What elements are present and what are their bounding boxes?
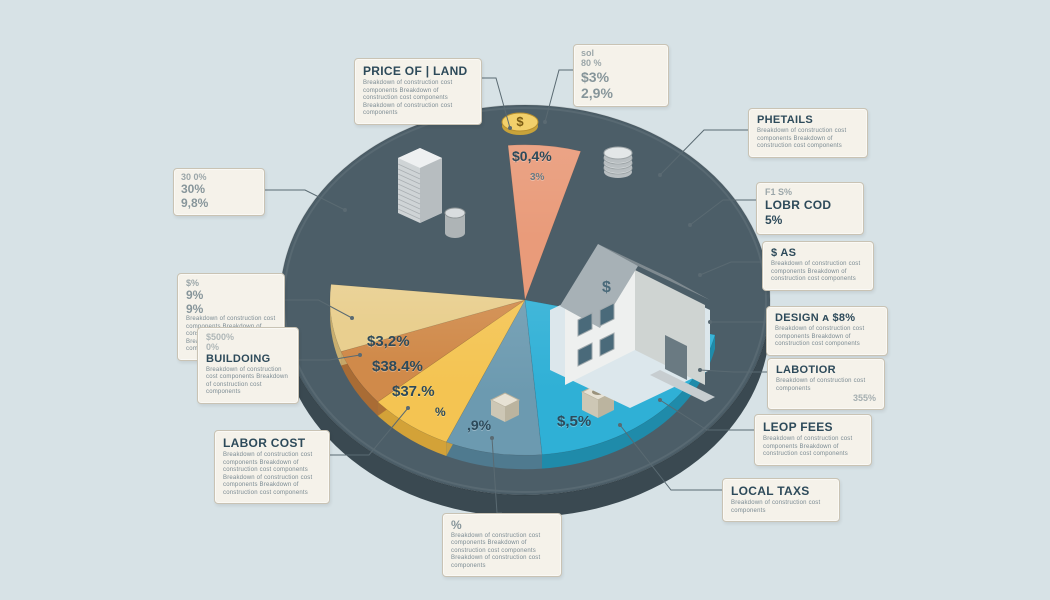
- callout-labotior: LABOTIOR Breakdown of construction cost c…: [767, 358, 885, 410]
- callout-labor-cost: LABOR COST Breakdown of construction cost…: [214, 430, 330, 504]
- slice-value-label: ,9%: [467, 417, 491, 433]
- slice-value-label: 3%: [530, 172, 544, 183]
- callout-title: DESIGN ᴀ $8%: [775, 312, 879, 324]
- callout-desc: Breakdown of construction cost component…: [771, 261, 865, 284]
- callout-title: $ AS: [771, 247, 865, 259]
- callout-bottom: %Breakdown of construction cost componen…: [442, 513, 562, 577]
- callout-desc: Breakdown of construction cost component…: [757, 128, 859, 151]
- svg-text:$: $: [602, 279, 611, 296]
- callout-desc: Breakdown of construction cost component…: [763, 436, 863, 459]
- callout-design: DESIGN ᴀ $8% Breakdown of construction co…: [766, 306, 888, 356]
- callout-title: LOBR COD: [765, 198, 855, 212]
- callout-title: LABOR COST: [223, 436, 321, 450]
- callout-title: LEOP FEES: [763, 420, 863, 434]
- callout-desc: Breakdown of construction cost component…: [775, 326, 879, 349]
- slice-value-label: $3,2%: [367, 333, 410, 350]
- pie-infographic: $$: [0, 0, 1050, 600]
- slice-value-label: $0,4%: [512, 148, 552, 164]
- slice-value-label: %: [435, 405, 446, 419]
- callout-leop-fees: LEOP FEES Breakdown of construction cost …: [754, 414, 872, 466]
- callout-desc: Breakdown of construction cost component…: [776, 378, 876, 393]
- slice-value-label: $,5%: [557, 413, 591, 430]
- callout-s-as: $ AS Breakdown of construction cost compo…: [762, 241, 874, 291]
- callout-top-values: sol 80 %$3% 2,9%: [573, 44, 669, 107]
- callout-building: $500% 0%BUILDOINGBreakdown of constructi…: [197, 327, 299, 404]
- callout-local-taxes: LOCAL TAXS Breakdown of construction cost…: [722, 478, 840, 522]
- callout-desc: Breakdown of construction cost component…: [731, 500, 831, 515]
- callout-title: PRICE OF | LAND: [363, 64, 473, 78]
- callout-title: BUILDOING: [206, 353, 290, 365]
- callout-left-faint: 30 0%30% 9,8%: [173, 168, 265, 216]
- callout-lobr-cod: F1 S%LOBR COD5%: [756, 182, 864, 235]
- callout-price-of-land: PRICE OF | LAND Breakdown of construction…: [354, 58, 482, 125]
- callout-desc: Breakdown of construction cost component…: [363, 80, 473, 118]
- slice-value-label: $37.%: [392, 383, 435, 400]
- callout-desc: Breakdown of construction cost component…: [451, 533, 553, 571]
- callout-phetails: PHETAILS Breakdown of construction cost c…: [748, 108, 868, 158]
- svg-text:$: $: [516, 114, 524, 129]
- callout-title: LOCAL TAXS: [731, 484, 831, 498]
- slice-value-label: $38.4%: [372, 358, 423, 375]
- callout-title: LABOTIOR: [776, 364, 876, 376]
- callout-desc: Breakdown of construction cost component…: [206, 367, 290, 397]
- callout-desc: Breakdown of construction cost component…: [223, 452, 321, 497]
- callout-title: PHETAILS: [757, 114, 859, 126]
